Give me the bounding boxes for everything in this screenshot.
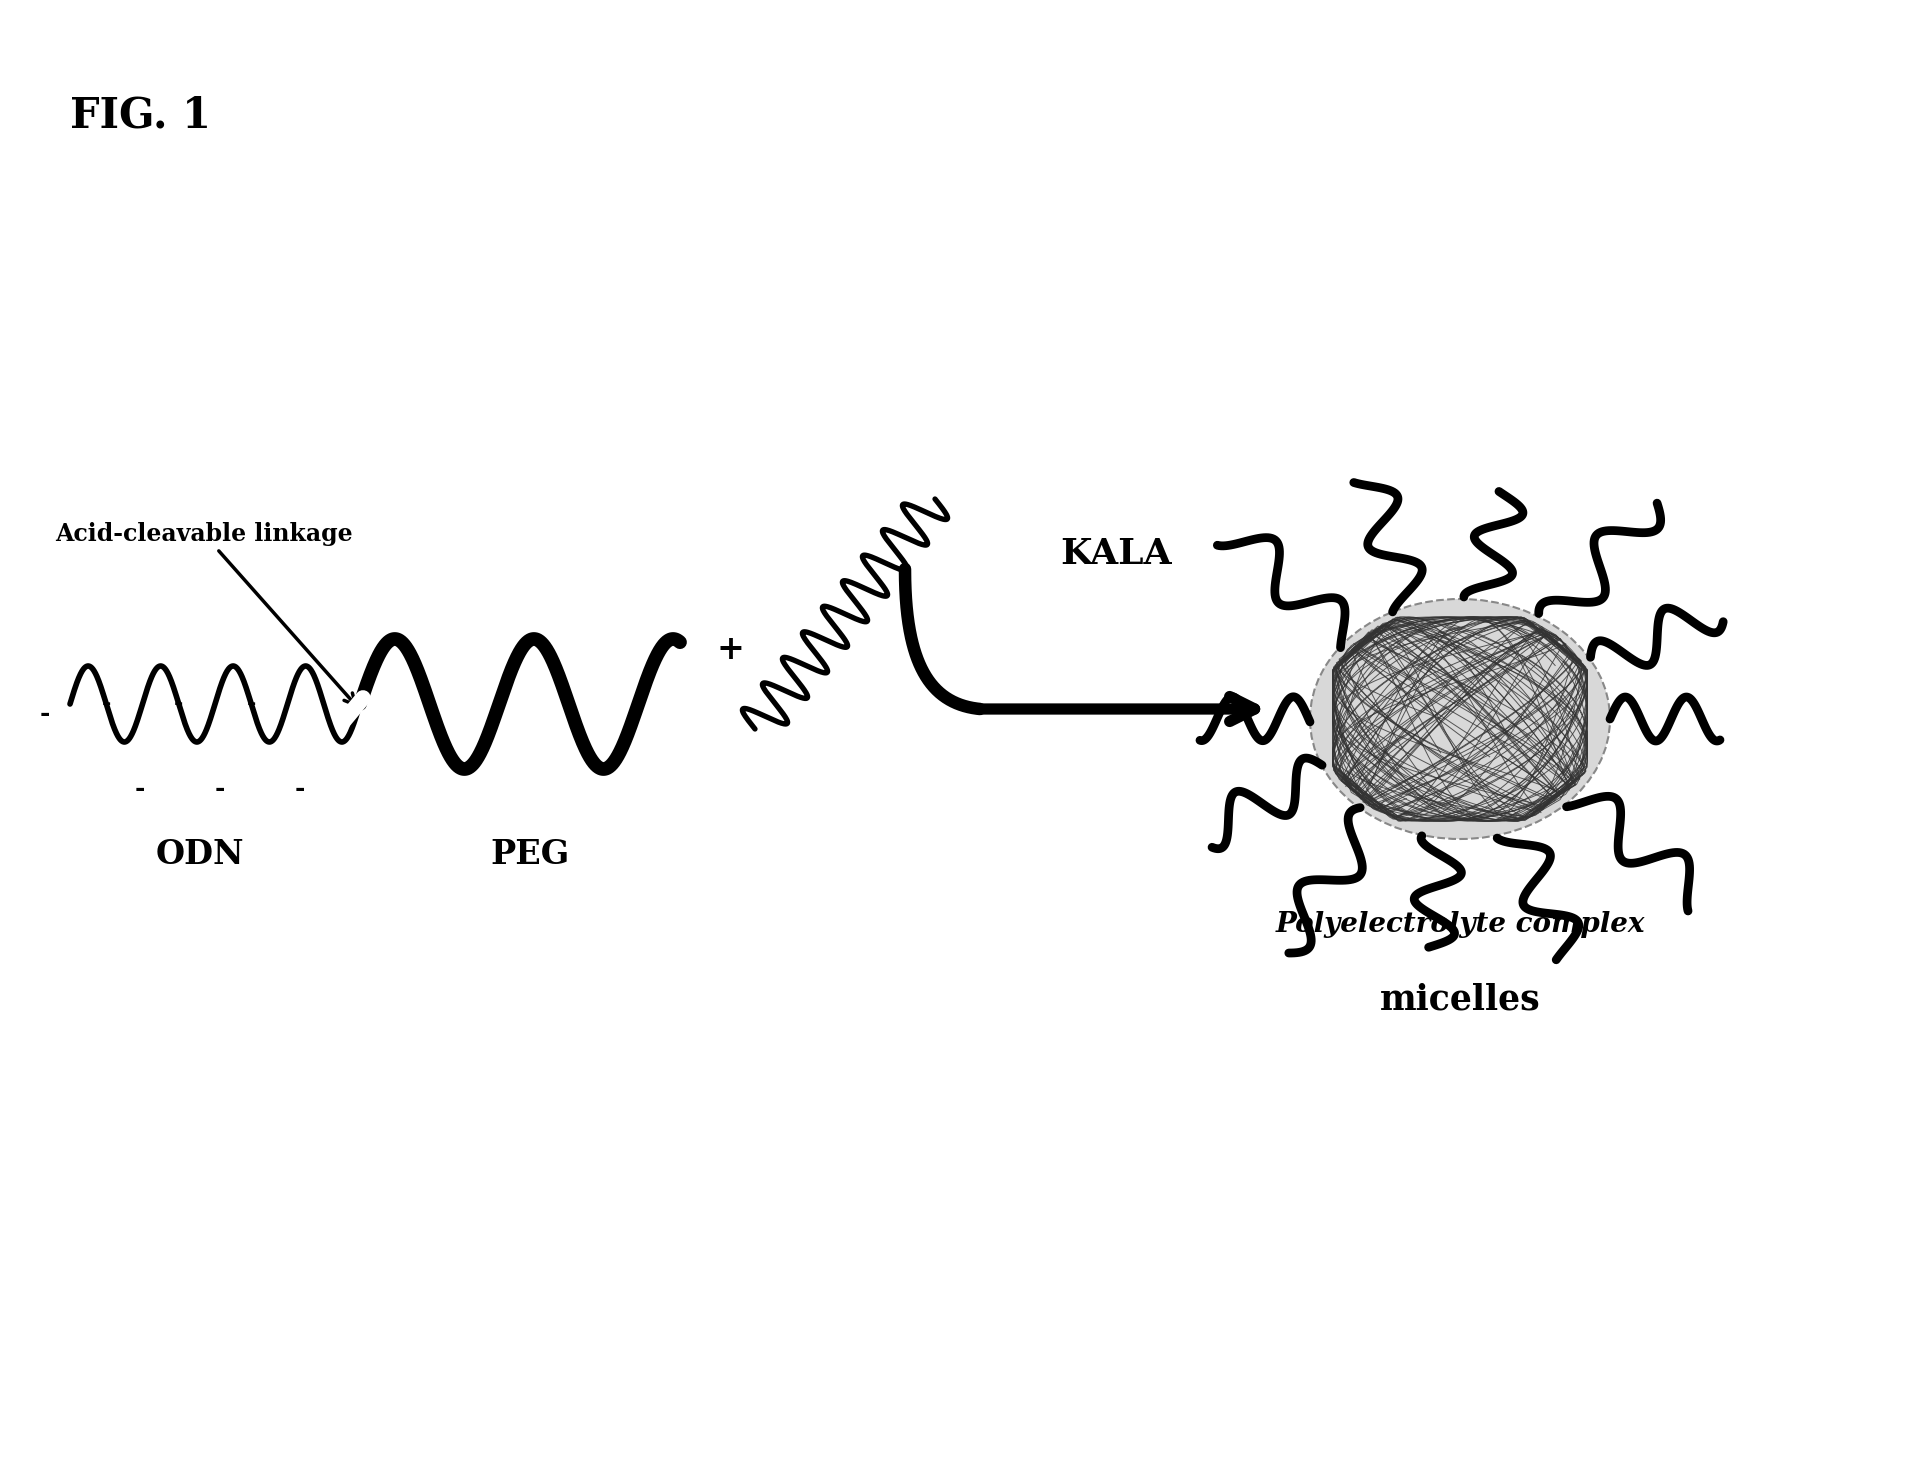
Text: -: - <box>134 778 146 801</box>
Text: -: - <box>174 695 184 714</box>
Text: micelles: micelles <box>1380 982 1540 1017</box>
Text: -: - <box>215 778 226 801</box>
Text: Polyelectrolyte complex: Polyelectrolyte complex <box>1276 911 1644 938</box>
Text: Acid-cleavable linkage: Acid-cleavable linkage <box>56 522 356 705</box>
Ellipse shape <box>1311 600 1609 838</box>
Text: +: + <box>717 632 743 665</box>
Text: -: - <box>247 695 257 714</box>
Text: PEG: PEG <box>490 837 569 871</box>
Text: KALA: KALA <box>1060 537 1171 571</box>
Text: -: - <box>40 702 50 726</box>
Text: FIG. 1: FIG. 1 <box>71 93 211 137</box>
Text: -: - <box>102 695 111 714</box>
Text: ODN: ODN <box>155 837 245 871</box>
Text: -: - <box>295 778 305 801</box>
